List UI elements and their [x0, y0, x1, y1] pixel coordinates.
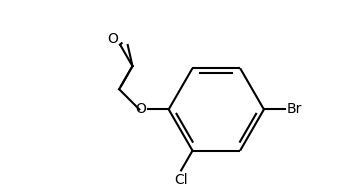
Text: Cl: Cl — [174, 173, 188, 188]
Text: O: O — [135, 103, 146, 116]
Text: O: O — [108, 32, 118, 46]
Text: Br: Br — [286, 103, 302, 116]
